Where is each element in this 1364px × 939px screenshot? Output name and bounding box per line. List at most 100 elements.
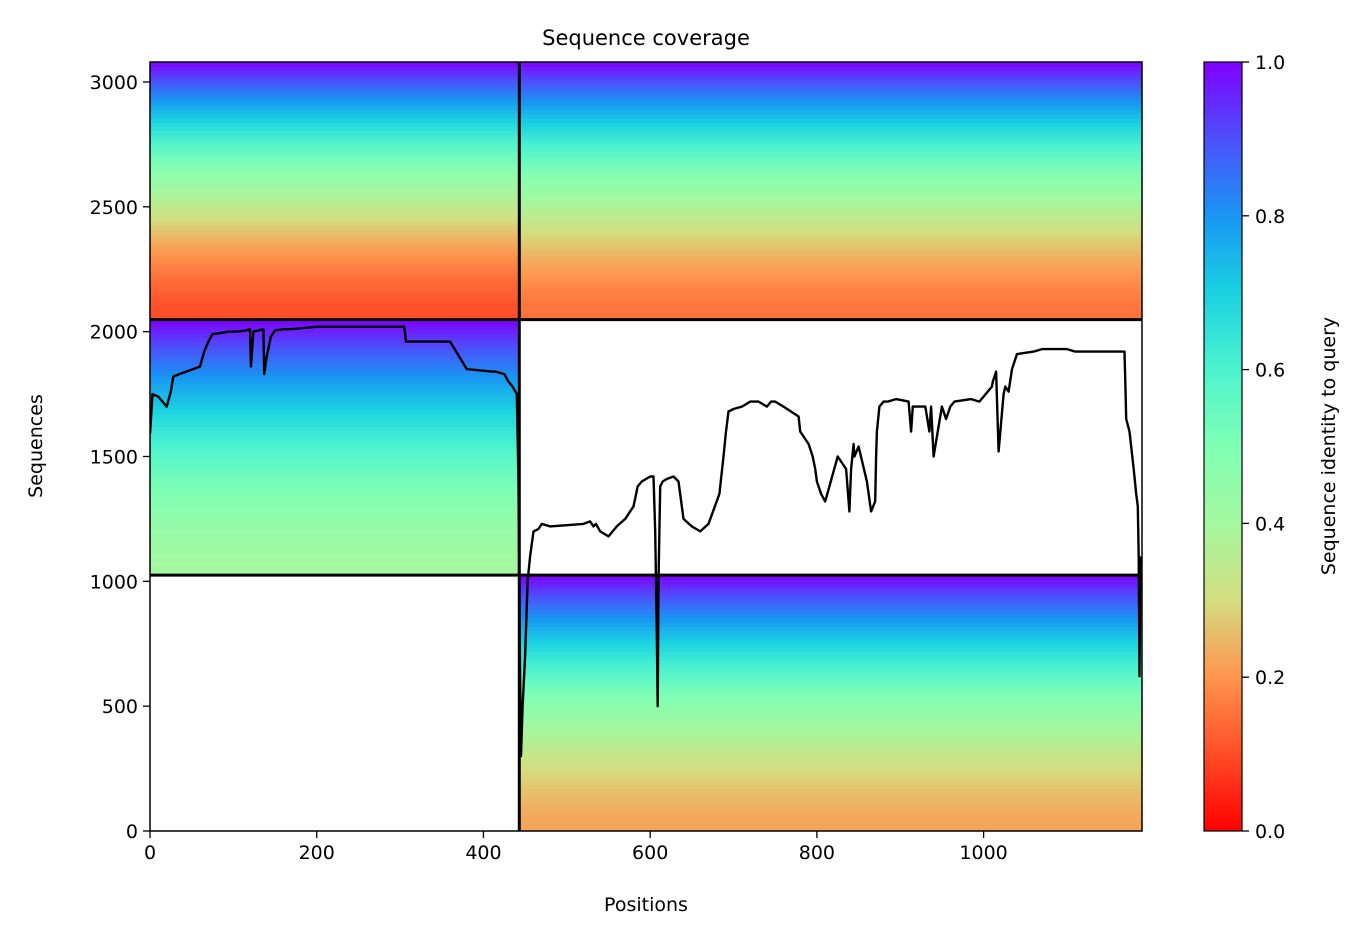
heatmap-band	[519, 83, 1142, 89]
heatmap-band	[519, 182, 1142, 188]
heatmap-band	[519, 779, 1142, 785]
heatmap-band	[150, 494, 520, 500]
heatmap-band	[519, 668, 1142, 674]
heatmap-band	[519, 626, 1142, 632]
heatmap-band	[150, 203, 520, 209]
colorbar	[1203, 61, 1243, 832]
colorbar-tick-label: 0.4	[1255, 513, 1285, 535]
heatmap-band	[150, 400, 520, 406]
heatmap-band	[150, 464, 520, 470]
colorbar-tick-label: 0.2	[1255, 667, 1285, 689]
heatmap-band	[519, 801, 1142, 807]
heatmap-band	[519, 276, 1142, 282]
heatmap-band	[150, 74, 520, 80]
heatmap-band	[519, 660, 1142, 666]
y-axis-label: Sequences	[25, 394, 47, 498]
heatmap-band	[150, 126, 520, 132]
heatmap-band	[150, 515, 520, 521]
heatmap-band	[150, 272, 520, 278]
heatmap-band	[519, 587, 1142, 593]
heatmap-band	[150, 250, 520, 256]
heatmap-band	[150, 122, 520, 128]
heatmap-band	[150, 528, 520, 534]
heatmap-band	[150, 536, 520, 542]
heatmap-band	[150, 523, 520, 529]
heatmap-band	[519, 826, 1142, 831]
heatmap-band	[519, 70, 1142, 76]
heatmap-band	[150, 259, 520, 265]
heatmap-band	[150, 229, 520, 235]
heatmap-band	[519, 813, 1142, 819]
heatmap-band	[150, 426, 520, 431]
heatmap-band	[519, 818, 1142, 824]
heatmap-blocks	[150, 62, 1142, 831]
colorbar-tick-label: 0.8	[1255, 206, 1285, 228]
heatmap-band	[519, 592, 1142, 598]
heatmap-band	[519, 66, 1142, 72]
heatmap-band	[150, 430, 520, 436]
heatmap-band	[150, 182, 520, 188]
heatmap-band	[519, 579, 1142, 585]
heatmap-band	[519, 703, 1142, 708]
heatmap-band	[150, 434, 520, 440]
heatmap-band	[519, 311, 1142, 316]
heatmap-band	[150, 396, 520, 402]
heatmap-band	[150, 70, 520, 76]
heatmap-band	[519, 630, 1142, 636]
heatmap-band	[150, 438, 520, 444]
heatmap-band	[519, 600, 1142, 606]
x-tick-label: 400	[465, 842, 501, 864]
heatmap-band	[519, 229, 1142, 235]
x-tick-label: 0	[144, 842, 156, 864]
heatmap-band	[150, 302, 520, 308]
heatmap-band	[150, 532, 520, 538]
heatmap-band	[150, 545, 520, 551]
heatmap-band	[150, 92, 520, 97]
heatmap-band	[519, 685, 1142, 691]
heatmap-band	[150, 100, 520, 106]
heatmap-band	[150, 370, 520, 376]
heatmap-band	[519, 711, 1142, 717]
heatmap-band	[519, 741, 1142, 747]
heatmap-band	[519, 135, 1142, 140]
heatmap-band	[150, 506, 520, 512]
heatmap-band	[150, 169, 520, 175]
heatmap-band	[519, 728, 1142, 734]
heatmap-band	[150, 246, 520, 252]
heatmap-band	[519, 758, 1142, 764]
heatmap-band	[519, 130, 1142, 136]
heatmap-band	[519, 583, 1142, 589]
heatmap-band	[150, 498, 520, 504]
heatmap-band	[519, 87, 1142, 93]
y-axis: 0 500 1000 1500 2000 2500 3000	[90, 72, 150, 843]
heatmap-band	[519, 62, 1142, 67]
heatmap-band	[519, 263, 1142, 269]
heatmap-band	[150, 281, 520, 286]
heatmap-band	[519, 160, 1142, 166]
heatmap-band	[519, 651, 1142, 657]
y-tick-label: 500	[102, 696, 138, 718]
heatmap-block	[519, 575, 1142, 831]
y-tick-label: 2500	[90, 197, 138, 219]
colorbar-tick-label: 0.6	[1255, 360, 1285, 382]
heatmap-band	[519, 173, 1142, 179]
heatmap-band	[150, 276, 520, 282]
heatmap-band	[150, 409, 520, 414]
heatmap-band	[519, 74, 1142, 80]
heatmap-band	[519, 126, 1142, 132]
heatmap-band	[150, 315, 520, 321]
heatmap-band	[519, 250, 1142, 256]
heatmap-band	[519, 302, 1142, 308]
chart-title: Sequence coverage	[542, 26, 750, 50]
heatmap-band	[519, 775, 1142, 781]
heatmap-band	[519, 647, 1142, 653]
heatmap-band	[150, 190, 520, 196]
heatmap-band	[150, 404, 520, 410]
heatmap-band	[519, 117, 1142, 123]
heatmap-band	[519, 596, 1142, 602]
heatmap-band	[519, 152, 1142, 158]
heatmap-band	[150, 549, 520, 555]
heatmap-band	[519, 609, 1142, 615]
heatmap-band	[150, 242, 520, 248]
heatmap-band	[519, 639, 1142, 644]
